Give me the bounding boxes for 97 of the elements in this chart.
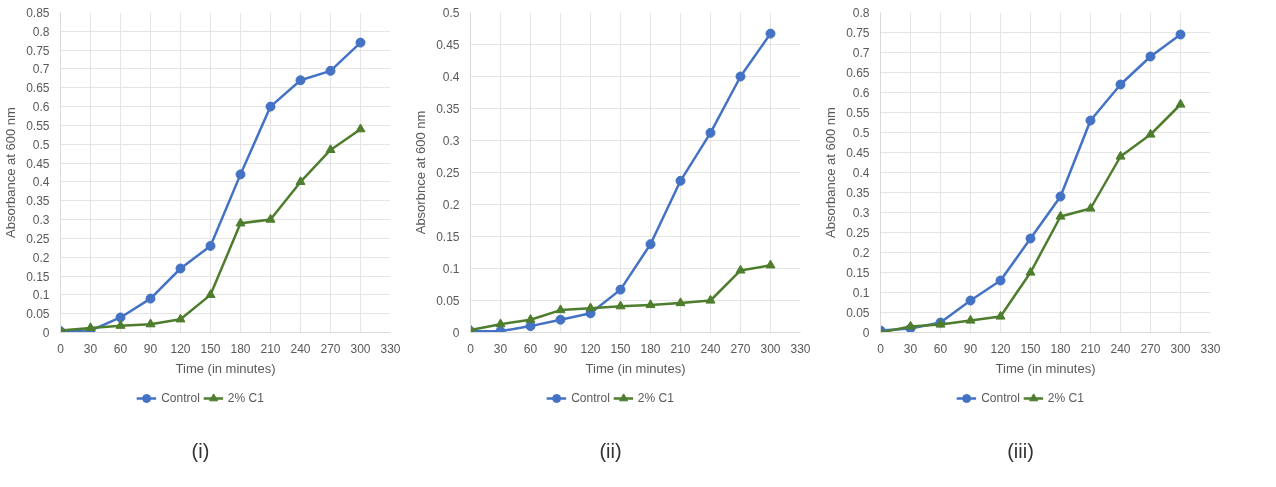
y-tick-label: 0.45 <box>436 38 460 52</box>
x-tick-label: 30 <box>83 341 98 356</box>
x-tick-label: 240 <box>290 341 311 356</box>
y-tick-label: 0.25 <box>26 231 50 246</box>
x-tick-label: 180 <box>1050 341 1071 356</box>
x-tick-label: 330 <box>1200 341 1221 356</box>
y-tick-label: 0 <box>452 326 460 340</box>
text: (iii) <box>1007 439 1034 462</box>
x-tick-label: 120 <box>580 341 601 356</box>
y-tick-label: 0.6 <box>32 100 50 115</box>
x-tick-label: 300 <box>1170 341 1191 356</box>
y-tick-label: 0.1 <box>442 262 460 276</box>
x-tick-label: 330 <box>790 341 811 356</box>
y-tick-label: 0.05 <box>26 307 50 322</box>
x-tick-label: 240 <box>1110 341 1131 356</box>
y-tick-label: 0.65 <box>846 66 870 80</box>
y-tick-label: 0.4 <box>442 70 460 84</box>
x-tick-label: 300 <box>760 341 781 356</box>
y-tick-label: 0.25 <box>436 166 460 180</box>
x-axis-title: Time (in minutes) <box>585 360 686 376</box>
x-tick-label: 210 <box>260 341 281 356</box>
y-tick-label: 0.65 <box>26 81 50 96</box>
y-tick-label: 0.2 <box>32 250 50 265</box>
y-tick-label: 0.15 <box>26 269 50 284</box>
y-tick-label: 0.7 <box>852 46 870 60</box>
y-tick-label: 0.55 <box>26 118 50 133</box>
x-tick-label: 0 <box>467 341 475 356</box>
y-tick-label: 0.8 <box>852 6 870 20</box>
y-tick-label: 0 <box>862 326 870 340</box>
x-tick-label: 300 <box>350 341 371 356</box>
x-tick-label: 60 <box>933 341 948 356</box>
y-tick-label: 0.5 <box>852 126 870 140</box>
y-tick-label: 0.05 <box>846 306 870 320</box>
x-tick-label: 30 <box>493 341 508 356</box>
x-tick-label: 270 <box>730 341 751 356</box>
y-tick-label: 0.5 <box>32 137 50 152</box>
y-tick-label: 0.45 <box>846 146 870 160</box>
legend-label: Control <box>571 391 610 405</box>
y-tick-label: 0.4 <box>852 166 870 180</box>
x-tick-label: 0 <box>877 341 885 356</box>
y-tick-label: 0.75 <box>846 26 870 40</box>
x-tick-label: 60 <box>113 341 128 356</box>
legend-label: Control <box>981 391 1020 405</box>
x-tick-label: 180 <box>640 341 661 356</box>
y-tick-label: 0.5 <box>442 6 460 20</box>
y-axis-title: Absorbance at 600 nm <box>823 107 839 238</box>
y-tick-label: 0.3 <box>32 213 50 228</box>
y-tick-label: 0.75 <box>26 43 50 58</box>
x-tick-label: 150 <box>610 341 631 356</box>
y-tick-label: 0.7 <box>32 62 50 77</box>
y-tick-label: 0.15 <box>846 266 870 280</box>
x-tick-label: 90 <box>963 341 978 356</box>
y-tick-label: 0.2 <box>442 198 460 212</box>
x-tick-label: 30 <box>903 341 918 356</box>
text: (ii) <box>599 439 622 462</box>
x-tick-label: 90 <box>143 341 158 356</box>
text: (i) <box>191 439 210 462</box>
x-axis-title: Time (in minutes) <box>995 360 1096 376</box>
x-tick-label: 330 <box>380 341 401 356</box>
legend-label: Control <box>161 391 200 405</box>
x-tick-label: 120 <box>990 341 1011 356</box>
y-tick-label: 0.35 <box>436 102 460 116</box>
legend-label: 2% C1 <box>1047 391 1084 405</box>
y-tick-label: 0.8 <box>32 24 50 39</box>
y-tick-label: 0.85 <box>26 6 50 20</box>
y-tick-label: 0.4 <box>32 175 50 190</box>
y-axis-title: Absorbance at 600 nm <box>3 107 19 238</box>
y-tick-label: 0.35 <box>26 194 50 209</box>
y-tick-label: 0.05 <box>436 294 460 308</box>
x-tick-label: 120 <box>170 341 191 356</box>
y-tick-label: 0.45 <box>26 156 50 171</box>
y-tick-label: 0.3 <box>442 134 460 148</box>
x-tick-label: 150 <box>1020 341 1041 356</box>
y-tick-label: 0 <box>42 326 50 340</box>
x-tick-label: 90 <box>553 341 568 356</box>
x-tick-label: 270 <box>320 341 341 356</box>
x-tick-label: 0 <box>57 341 65 356</box>
y-tick-label: 0.35 <box>846 186 870 200</box>
x-tick-label: 210 <box>670 341 691 356</box>
x-tick-label: 180 <box>230 341 251 356</box>
x-tick-label: 150 <box>200 341 221 356</box>
y-tick-label: 0.55 <box>846 106 870 120</box>
x-tick-label: 210 <box>1080 341 1101 356</box>
y-tick-label: 0.15 <box>436 230 460 244</box>
x-tick-label: 240 <box>700 341 721 356</box>
y-tick-label: 0.3 <box>852 206 870 220</box>
y-tick-label: 0.1 <box>32 288 50 303</box>
y-tick-label: 0.25 <box>846 226 870 240</box>
x-tick-label: 270 <box>1140 341 1161 356</box>
x-axis-title: Time (in minutes) <box>175 360 276 376</box>
y-tick-label: 0.6 <box>852 86 870 100</box>
y-tick-label: 0.1 <box>852 286 870 300</box>
legend-label: 2% C1 <box>227 391 264 405</box>
y-axis-title: Absorbnce at 600 nm <box>413 110 429 235</box>
y-tick-label: 0.2 <box>852 246 870 260</box>
x-tick-label: 60 <box>523 341 538 356</box>
legend-label: 2% C1 <box>637 391 674 405</box>
